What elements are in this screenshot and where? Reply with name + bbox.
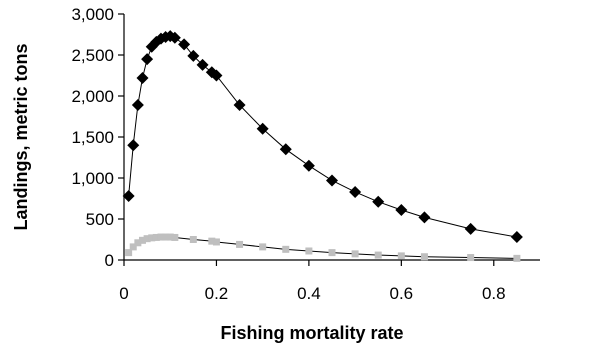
diamond-point: [210, 69, 223, 82]
diamond-point: [168, 31, 181, 44]
square-point: [125, 249, 133, 257]
y-tick-label: 3,000: [71, 5, 114, 24]
square-point: [134, 239, 142, 247]
diamond-point: [510, 231, 523, 244]
square-point: [189, 236, 197, 243]
y-tick-label: 2,500: [71, 46, 114, 65]
square-point: [166, 233, 174, 241]
square-point: [513, 254, 521, 262]
diamond-point: [233, 99, 246, 112]
y-tick-label: 0: [105, 251, 114, 270]
diamond-point: [279, 143, 292, 156]
y-axis-ticks: 0 500 1,000 1,500 2,000 2,500 3,000: [71, 5, 124, 270]
square-point: [212, 238, 220, 246]
x-tick-label: 0.2: [205, 284, 229, 303]
series-2: [125, 233, 521, 262]
diamond-point: [136, 71, 149, 84]
x-tick-label: 0.8: [482, 284, 506, 303]
x-tick-label: 0.6: [390, 284, 414, 303]
diamond-point: [256, 122, 269, 135]
square-point: [208, 237, 216, 245]
diamond-point: [127, 139, 140, 152]
y-tick-label: 1,500: [71, 128, 114, 147]
square-point: [282, 245, 290, 253]
square-point: [129, 243, 137, 251]
series-1-line: [128, 35, 517, 238]
diamond-point: [178, 38, 191, 51]
square-point: [138, 236, 146, 244]
square-point: [157, 233, 165, 241]
diamond-point: [131, 99, 144, 112]
square-point: [305, 247, 313, 255]
x-axis-title: Fishing mortality rate: [220, 323, 403, 343]
square-point: [397, 252, 405, 260]
square-point: [328, 249, 336, 257]
diamond-point: [372, 195, 385, 208]
series-layer: [122, 30, 523, 262]
square-point: [152, 233, 160, 241]
square-point: [351, 250, 359, 258]
y-tick-label: 2,000: [71, 87, 114, 106]
square-point: [420, 253, 428, 261]
square-point: [259, 243, 267, 251]
square-point: [143, 235, 151, 243]
square-point: [467, 254, 475, 262]
square-point: [162, 233, 170, 241]
y-axis-title: Landings, metric tons: [11, 43, 31, 230]
series-2-line: [128, 236, 517, 259]
diamond-point: [395, 203, 408, 216]
diamond-point: [418, 211, 431, 224]
x-axis-ticks: 0 0.2 0.4 0.6 0.8: [119, 260, 506, 303]
square-point: [148, 234, 156, 242]
diamond-point: [464, 222, 477, 235]
diamond-point: [326, 174, 338, 187]
diamond-point: [196, 58, 209, 71]
diamond-point: [141, 53, 154, 66]
x-tick-label: 0.4: [297, 284, 321, 303]
square-point: [171, 233, 179, 241]
diamond-point: [122, 190, 135, 203]
series-1: [122, 30, 523, 244]
x-tick-label: 0: [119, 284, 128, 303]
square-point: [236, 240, 244, 248]
diamond-point: [349, 185, 362, 198]
y-tick-label: 1,000: [71, 169, 114, 188]
diamond-point: [187, 49, 200, 62]
square-point: [374, 251, 382, 259]
y-tick-label: 500: [86, 210, 114, 229]
diamond-point: [302, 159, 315, 172]
